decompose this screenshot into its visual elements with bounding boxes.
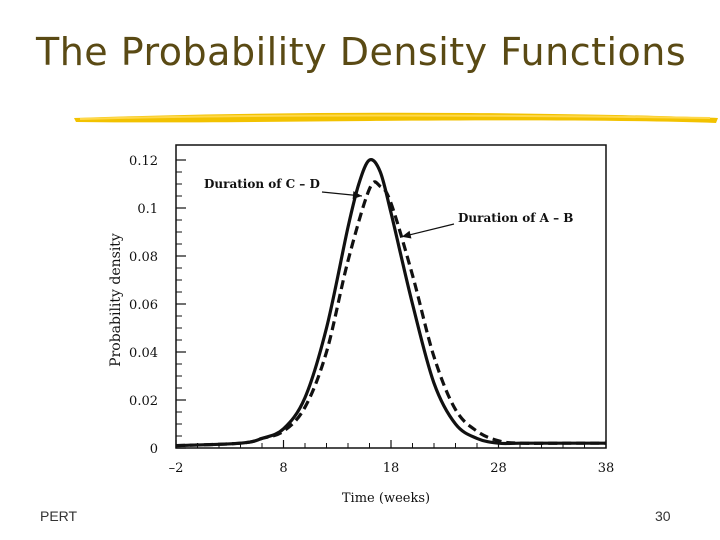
y-tick-label: 0.08 [129, 250, 158, 265]
y-tick-label: 0 [150, 442, 158, 457]
page-number: 30 [655, 508, 671, 524]
y-tick-label: 0.02 [129, 394, 158, 409]
y-tick-label: 0.06 [129, 298, 158, 313]
annotation-arrowhead [352, 191, 362, 200]
y-tick-label: 0.12 [129, 154, 158, 169]
x-axis-label: Time (weeks) [342, 491, 430, 506]
y-tick-label: 0.04 [129, 346, 158, 361]
x-tick-label: –2 [169, 461, 184, 476]
title-underline [74, 112, 718, 123]
footer-label: PERT [40, 508, 78, 524]
x-tick-label: 18 [383, 461, 400, 476]
y-tick-label: 0.1 [137, 202, 158, 217]
x-tick-label: 8 [279, 461, 287, 476]
title-underline-highlight [79, 114, 711, 120]
annotation-arrowhead [401, 230, 412, 239]
annotation-a-b: Duration of A – B [458, 211, 573, 225]
series-line-a-b [175, 180, 606, 448]
series-line-c-d [175, 158, 606, 448]
y-axis-label: Probability density [108, 233, 124, 367]
x-tick-label: 28 [490, 461, 507, 476]
x-tick-label: 38 [598, 461, 615, 476]
annotation-c-d: Duration of C – D [204, 177, 320, 191]
slide-title: The Probability Density Functions [36, 30, 687, 74]
pdf-chart: 0 0.02 0.04 0.06 0.08 0.1 0.12 –2 8 18 28 38 Time (w… [108, 144, 615, 506]
